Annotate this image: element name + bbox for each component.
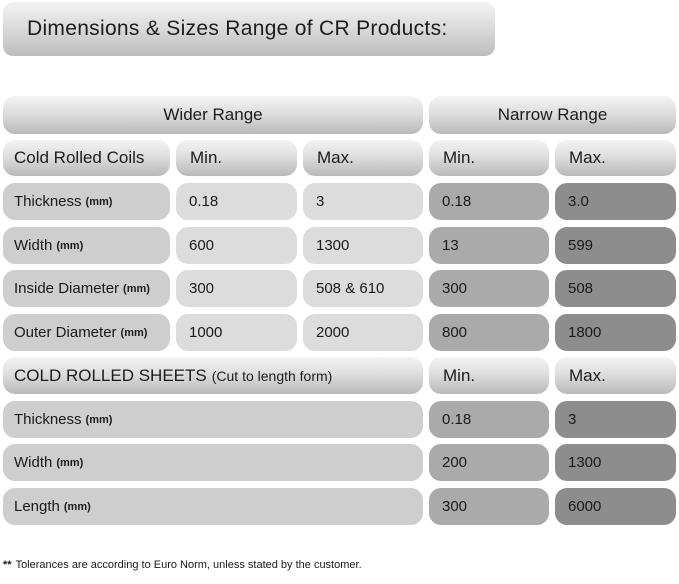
sheets-max-label: Max. <box>569 365 606 385</box>
sheets-min-cell: 200 <box>429 444 549 481</box>
coils-narrow-max-cell: 3.0 <box>555 183 676 220</box>
coils-row-name: Outer Diameter <box>14 324 117 341</box>
sheets-row-unit: (mm) <box>56 456 84 469</box>
sheets-row-name: Thickness <box>14 411 82 428</box>
sheets-row-unit: (mm) <box>63 500 91 513</box>
sheets-row-label: Length (mm) <box>3 488 423 525</box>
coils-wider-min-value: 300 <box>189 280 215 297</box>
sheets-row-label: Width (mm) <box>3 444 423 481</box>
coils-wider-max-cell: 508 & 610 <box>303 270 423 307</box>
sheets-max-cell: 6000 <box>555 488 676 525</box>
coils-wider-max-cell: 3 <box>303 183 423 220</box>
coils-narrow-min-cell: 800 <box>429 314 549 351</box>
coils-row-name: Width <box>14 237 53 254</box>
coils-narrow-min-value: 800 <box>442 324 468 341</box>
narrow-range-label: Narrow Range <box>497 105 608 124</box>
coils-wider-min-cell: 1000 <box>176 314 297 351</box>
coils-row-unit: (mm) <box>120 326 148 339</box>
coils-wider-max-value: 1300 <box>316 237 350 254</box>
coils-wider-min-value: 0.18 <box>189 193 219 210</box>
sheets-header: COLD ROLLED SHEETS (Cut to length form) <box>3 357 423 394</box>
coils-narrow-min-value: 13 <box>442 237 459 254</box>
page-title: Dimensions & Sizes Range of CR Products: <box>3 2 495 56</box>
coils-narrow-min-value: 0.18 <box>442 193 472 210</box>
coils-wider-max-value: 508 & 610 <box>316 280 385 297</box>
sheets-min-cell: 300 <box>429 488 549 525</box>
coils-narrow-max-cell: 508 <box>555 270 676 307</box>
coils-wider-max-cell: 2000 <box>303 314 423 351</box>
coils-wider-min-cell: 0.18 <box>176 183 297 220</box>
coils-wider-min-cell: 300 <box>176 270 297 307</box>
coils-narrow-max-value: 1800 <box>568 324 602 341</box>
sheets-min-label: Min. <box>443 365 476 385</box>
coils-narrow-min-label: Min. <box>443 148 476 167</box>
sheets-min-value: 0.18 <box>442 411 472 428</box>
coils-narrow-min-cell: 300 <box>429 270 549 307</box>
coils-narrow-max-value: 3.0 <box>568 193 589 210</box>
sheets-min-cell: 0.18 <box>429 401 549 438</box>
sheets-row-name: Width <box>14 454 53 471</box>
coils-row-unit: (mm) <box>85 195 113 208</box>
coils-wider-min-value: 600 <box>189 237 215 254</box>
coils-row-label: Outer Diameter (mm) <box>3 314 170 351</box>
coils-wider-min-header: Min. <box>176 140 297 176</box>
coils-row-label: Thickness (mm) <box>3 183 170 220</box>
sheets-max-cell: 1300 <box>555 444 676 481</box>
coils-narrow-max-value: 599 <box>568 237 594 254</box>
narrow-range-header: Narrow Range <box>429 96 676 134</box>
sheets-row-unit: (mm) <box>85 413 113 426</box>
sheets-row-label: Thickness (mm) <box>3 401 423 438</box>
coils-wider-max-cell: 1300 <box>303 227 423 264</box>
coils-wider-max-value: 3 <box>316 193 325 210</box>
coils-narrow-min-value: 300 <box>442 280 468 297</box>
coils-row-name: Thickness <box>14 193 82 210</box>
sheets-max-value: 1300 <box>568 454 602 471</box>
coils-wider-max-value: 2000 <box>316 324 350 341</box>
coils-row-name: Inside Diameter <box>14 280 120 297</box>
coils-header: Cold Rolled Coils <box>3 140 170 176</box>
coils-wider-max-label: Max. <box>317 148 354 167</box>
wider-range-header: Wider Range <box>3 96 423 134</box>
page-title-text: Dimensions & Sizes Range of CR Products: <box>27 17 448 40</box>
sheets-min-header: Min. <box>429 357 549 394</box>
sheets-header-sublabel: (Cut to length form) <box>211 367 333 384</box>
coils-header-label: Cold Rolled Coils <box>14 148 145 167</box>
footnote: ** Tolerances are according to Euro Norm,… <box>3 559 362 571</box>
coils-narrow-max-value: 508 <box>568 280 594 297</box>
coils-wider-min-value: 1000 <box>189 324 223 341</box>
coils-row-unit: (mm) <box>123 282 150 295</box>
sheets-header-label: COLD ROLLED SHEETS <box>14 365 207 385</box>
coils-narrow-max-label: Max. <box>569 148 606 167</box>
coils-narrow-max-cell: 1800 <box>555 314 676 351</box>
sheets-max-value: 3 <box>568 411 577 428</box>
coils-wider-max-header: Max. <box>303 140 423 176</box>
sheets-max-value: 6000 <box>568 498 602 515</box>
coils-wider-min-cell: 600 <box>176 227 297 264</box>
coils-narrow-min-cell: 0.18 <box>429 183 549 220</box>
sheets-row-name: Length <box>14 498 60 515</box>
coils-narrow-min-header: Min. <box>429 140 549 176</box>
footnote-marker: ** <box>3 559 12 571</box>
sheets-max-header: Max. <box>555 357 676 394</box>
coils-narrow-min-cell: 13 <box>429 227 549 264</box>
sheets-min-value: 300 <box>442 498 468 515</box>
coils-row-unit: (mm) <box>56 239 84 252</box>
coils-wider-min-label: Min. <box>190 148 223 167</box>
coils-row-label: Width (mm) <box>3 227 170 264</box>
sheets-min-value: 200 <box>442 454 468 471</box>
wider-range-label: Wider Range <box>163 105 263 124</box>
coils-narrow-max-header: Max. <box>555 140 676 176</box>
sheets-max-cell: 3 <box>555 401 676 438</box>
coils-row-label: Inside Diameter (mm) <box>3 270 170 307</box>
footnote-text: Tolerances are according to Euro Norm, u… <box>15 559 362 571</box>
coils-narrow-max-cell: 599 <box>555 227 676 264</box>
